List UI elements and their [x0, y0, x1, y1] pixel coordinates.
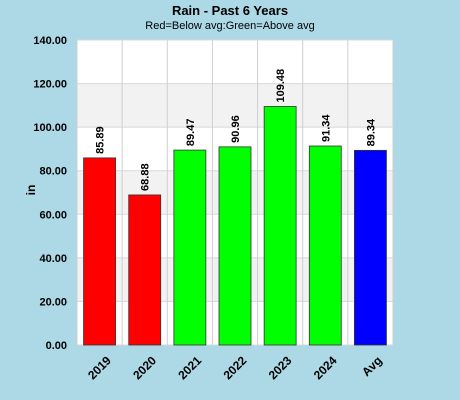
x-tick-label: 2024 [311, 353, 340, 382]
y-tick-label: 100.00 [33, 122, 67, 134]
bar-value-label: 68.88 [140, 163, 152, 191]
x-axis-ticks: 2019 2020 2021 2022 2023 2024 Avg [85, 353, 385, 382]
bar-Avg [354, 149, 387, 346]
y-tick-label: 60.00 [39, 209, 67, 221]
y-tick-label: 40.00 [39, 253, 67, 265]
y-tick-label: 80.00 [39, 166, 67, 178]
bar-2021 [173, 149, 207, 346]
bar-2020 [128, 194, 162, 346]
bar-value-label: 89.34 [365, 118, 377, 146]
y-axis-label: in [24, 185, 38, 196]
plot-band [77, 83, 393, 128]
bar-value-label: 91.34 [320, 114, 332, 142]
bar-value-label: 109.48 [275, 69, 287, 103]
bar-2023 [263, 106, 297, 346]
x-tick-label: 2023 [266, 353, 295, 382]
bar-2022 [218, 146, 252, 346]
bar-2024 [308, 145, 342, 346]
x-tick-label: 2020 [130, 353, 159, 382]
bar-value-label: 85.89 [95, 126, 107, 154]
bar-value-label: 90.96 [230, 115, 242, 143]
value-labels-group: 85.89 68.88 89.47 90.96 109.48 91.34 89.34 [95, 69, 378, 191]
bars-group [83, 106, 387, 346]
x-tick-label: Avg [359, 353, 385, 379]
x-tick-label: 2022 [221, 353, 250, 382]
x-tick-label: 2019 [85, 353, 114, 382]
y-tick-label: 120.00 [33, 79, 67, 91]
bar-2019 [83, 157, 116, 346]
y-tick-label: 140.00 [33, 35, 67, 47]
bar-value-label: 89.47 [185, 119, 197, 147]
y-tick-label: 0.00 [46, 340, 67, 352]
y-tick-label: 20.00 [39, 296, 67, 308]
y-axis-ticks: 0.00 20.00 40.00 60.00 80.00 100.00 120.00 140.… [33, 35, 67, 352]
x-tick-label: 2021 [175, 353, 204, 382]
plot-band [77, 40, 393, 84]
chart-title: Rain - Past 6 Years [172, 3, 288, 18]
chart-subtitle: Red=Below avg:Green=Above avg [145, 20, 314, 32]
